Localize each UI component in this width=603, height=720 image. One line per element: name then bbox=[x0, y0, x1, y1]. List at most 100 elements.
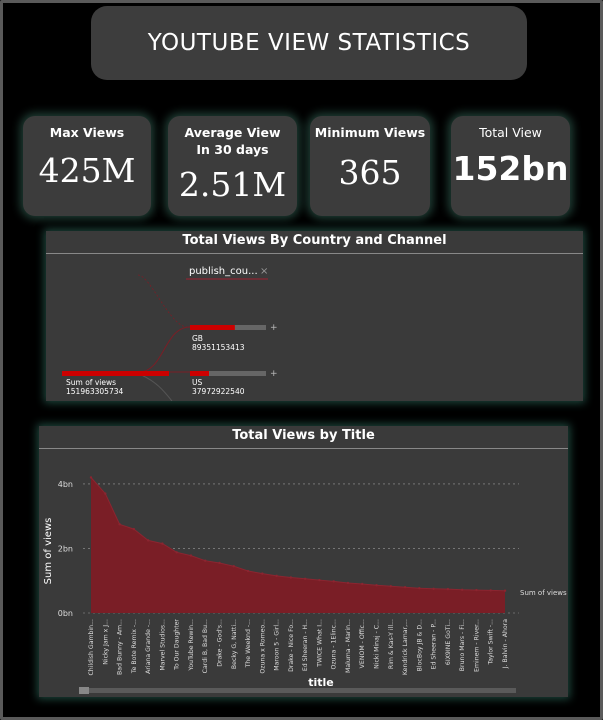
x-tick-label: Rim & Kas-Y ill... bbox=[388, 619, 395, 669]
page-title: YOUTUBE VIEW STATISTICS bbox=[147, 30, 471, 56]
kpi-value: 152bn bbox=[452, 149, 569, 188]
data-point[interactable] bbox=[432, 587, 435, 590]
data-point[interactable] bbox=[303, 577, 307, 580]
x-tick-label: VENOM - Offic... bbox=[359, 619, 366, 668]
tree-connector bbox=[138, 326, 191, 373]
data-point[interactable] bbox=[475, 588, 478, 592]
data-point[interactable] bbox=[489, 589, 492, 592]
data-point[interactable] bbox=[246, 569, 250, 573]
x-tick-label: 6IX9INE GoTi... bbox=[445, 619, 452, 665]
data-point[interactable] bbox=[503, 589, 507, 592]
data-point[interactable] bbox=[361, 582, 364, 586]
root-bar[interactable] bbox=[62, 371, 169, 376]
data-point[interactable] bbox=[389, 585, 392, 588]
x-tick-label: Nicki Minaj - C... bbox=[374, 619, 381, 669]
root-value: 151963305734 bbox=[66, 387, 123, 396]
x-tick-label: Ariana Grande -... bbox=[145, 619, 152, 674]
data-point[interactable] bbox=[146, 539, 150, 542]
kpi-value: 425M bbox=[38, 151, 136, 190]
data-point[interactable] bbox=[261, 572, 264, 575]
scrollbar-thumb[interactable] bbox=[79, 687, 89, 694]
x-tick-label: Bad Bunny - Am... bbox=[117, 619, 124, 675]
x-tick-label: J. Balvin - Ahora bbox=[502, 619, 509, 669]
filter-chip-label[interactable]: publish_cou... bbox=[189, 266, 258, 277]
tree-connector bbox=[138, 373, 173, 401]
data-point[interactable] bbox=[132, 527, 136, 531]
data-point[interactable] bbox=[332, 580, 335, 583]
bar-track bbox=[190, 371, 266, 376]
data-point[interactable] bbox=[289, 576, 293, 579]
x-tick-label: Ed Sheeran - P... bbox=[431, 619, 438, 669]
x-tick-label: Drake - God's... bbox=[216, 619, 223, 667]
x-tick-label: Eminem - River... bbox=[473, 619, 480, 672]
data-point[interactable] bbox=[460, 588, 464, 591]
us-value: 37972922540 bbox=[192, 387, 245, 396]
kpi-card-average-views[interactable]: Average View In 30 days 2.51M bbox=[168, 116, 297, 216]
kpi-card-max-views[interactable]: Max Views 425M bbox=[23, 116, 151, 216]
us-bar[interactable] bbox=[190, 371, 209, 376]
x-tick-label: Ozuna - 1Elinc... bbox=[331, 619, 338, 669]
kpi-label: Minimum Views bbox=[314, 125, 426, 140]
gb-label: GB bbox=[192, 334, 203, 343]
data-point[interactable] bbox=[189, 554, 193, 557]
data-point[interactable] bbox=[175, 551, 178, 554]
panel-title: Total Views by Title bbox=[39, 426, 568, 449]
data-point[interactable] bbox=[418, 586, 421, 590]
y-tick-label: 2bn bbox=[58, 544, 73, 553]
data-point[interactable] bbox=[204, 559, 207, 562]
y-tick-label: 4bn bbox=[58, 480, 73, 489]
data-point[interactable] bbox=[118, 523, 121, 526]
data-point[interactable] bbox=[104, 492, 107, 495]
panel-title: Total Views By Country and Channel bbox=[46, 231, 583, 254]
horizontal-scrollbar[interactable] bbox=[79, 688, 516, 693]
data-point[interactable] bbox=[346, 581, 350, 585]
data-point[interactable] bbox=[232, 565, 235, 568]
expand-icon[interactable]: + bbox=[270, 369, 278, 379]
y-axis-label: Sum of views bbox=[43, 518, 54, 585]
kpi-value: 365 bbox=[338, 153, 402, 192]
expand-icon[interactable]: + bbox=[270, 323, 278, 333]
views-by-title-chart: Sum of views title Sum of views 4bn 2bn 0b… bbox=[43, 476, 567, 694]
data-point[interactable] bbox=[275, 574, 278, 578]
root-label: Sum of views bbox=[66, 378, 116, 387]
decomposition-tree-panel[interactable]: Total Views By Country and Channel publi… bbox=[46, 231, 583, 401]
x-tick-label: Ozuna x Romeo... bbox=[259, 619, 266, 674]
x-tick-label: Becky G, Natti... bbox=[231, 619, 238, 669]
kpi-card-total-views[interactable]: Total View 152bn bbox=[451, 116, 570, 216]
data-point[interactable] bbox=[446, 587, 450, 591]
x-tick-label: Nicky Jam x J... bbox=[102, 619, 109, 665]
data-point[interactable] bbox=[89, 476, 93, 479]
gb-value: 89351153413 bbox=[192, 343, 245, 352]
x-tick-label: Marvel Studios... bbox=[159, 619, 166, 671]
legend-label: Sum of views bbox=[520, 589, 567, 597]
close-icon[interactable]: × bbox=[260, 266, 268, 277]
page-title-box: YOUTUBE VIEW STATISTICS bbox=[91, 6, 527, 80]
x-tick-label: Ed Sheeran - H... bbox=[302, 619, 309, 671]
x-tick-label: Maroon 5 - Girl... bbox=[274, 619, 281, 671]
kpi-card-minimum-views[interactable]: Minimum Views 365 bbox=[310, 116, 430, 216]
data-point[interactable] bbox=[161, 542, 164, 545]
series-area[interactable] bbox=[91, 477, 505, 614]
x-axis-label: title bbox=[308, 676, 334, 689]
kpi-value: 2.51M bbox=[178, 165, 287, 204]
views-by-title-panel[interactable]: Total Views by Title Sum of views title … bbox=[39, 426, 568, 697]
kpi-label: Max Views bbox=[49, 125, 125, 140]
x-tick-label: Cardi B, Bad Bu... bbox=[202, 619, 209, 673]
data-point[interactable] bbox=[403, 585, 407, 589]
x-tick-label: Kendrick Lamar,... bbox=[402, 619, 409, 675]
decomposition-tree: publish_cou... × Sum of views 1519633057… bbox=[62, 266, 278, 401]
x-tick-label: Bruno Mars - Fi... bbox=[459, 619, 466, 671]
data-point[interactable] bbox=[375, 584, 378, 587]
data-point[interactable] bbox=[218, 561, 221, 565]
x-tick-label: Childish Gambin... bbox=[88, 619, 95, 676]
x-tick-label: BlocBoy JB & D... bbox=[416, 619, 423, 671]
series-line bbox=[90, 477, 506, 592]
x-tick-label: Taylor Swift -... bbox=[488, 619, 495, 666]
gb-bar[interactable] bbox=[190, 325, 235, 330]
x-tick-label: Maluma - Marin... bbox=[345, 619, 352, 673]
tree-connector bbox=[137, 274, 191, 328]
x-tick-label: To Our Daughter bbox=[174, 619, 181, 671]
kpi-label: Total View bbox=[479, 125, 542, 140]
data-point[interactable] bbox=[318, 578, 321, 582]
